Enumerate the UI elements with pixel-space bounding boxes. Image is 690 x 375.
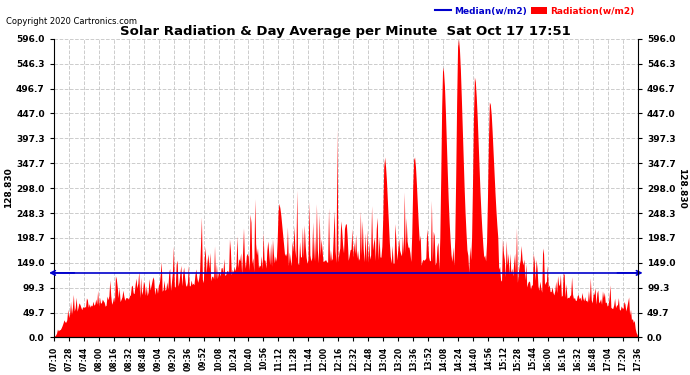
Y-axis label: 128.830: 128.830: [677, 168, 686, 208]
Text: Copyright 2020 Cartronics.com: Copyright 2020 Cartronics.com: [6, 17, 137, 26]
Y-axis label: 128.830: 128.830: [4, 168, 13, 208]
Legend: Median(w/m2), Radiation(w/m2): Median(w/m2), Radiation(w/m2): [431, 3, 638, 19]
Title: Solar Radiation & Day Average per Minute  Sat Oct 17 17:51: Solar Radiation & Day Average per Minute…: [121, 25, 571, 38]
